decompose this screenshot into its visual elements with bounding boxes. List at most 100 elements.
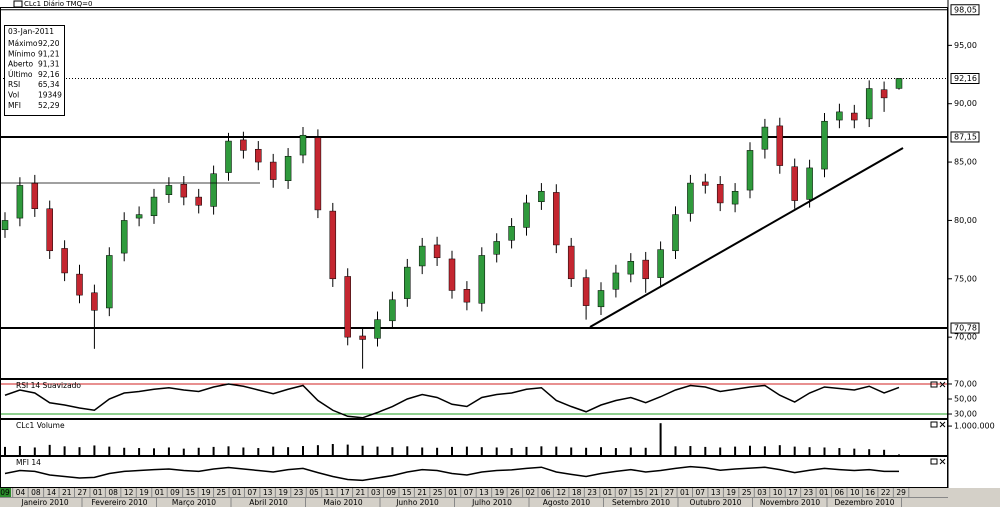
- y-tick-label: 80,00: [954, 216, 977, 225]
- close-button[interactable]: [939, 458, 946, 465]
- volume-bar: [18, 446, 21, 455]
- day-label: 03: [757, 488, 767, 497]
- volume-bar: [153, 448, 155, 455]
- volume-bar: [674, 446, 677, 455]
- volume-bar: [734, 446, 737, 455]
- month-label: Agosto 2010: [543, 498, 591, 507]
- volume-bar: [451, 446, 453, 455]
- candle-body: [597, 290, 605, 308]
- candle-body: [180, 183, 188, 198]
- day-label: 15: [186, 488, 196, 497]
- day-label: 07: [247, 488, 257, 497]
- day-label: 23: [804, 488, 814, 497]
- volume-bar: [302, 446, 304, 455]
- candle-body: [806, 167, 813, 200]
- y-tick-label: 90,00: [954, 99, 977, 108]
- candle-body: [433, 244, 441, 259]
- info-value: 19349: [38, 91, 62, 100]
- panel-title: MFI 14: [16, 458, 41, 467]
- header-icon: [13, 0, 23, 8]
- day-label: 09: [386, 488, 396, 497]
- day-label: 01: [819, 488, 829, 497]
- level-label-box: [950, 72, 980, 84]
- candle-body: [195, 196, 202, 206]
- info-value: 65,34: [38, 80, 60, 89]
- volume-bar: [406, 446, 409, 455]
- maximize-button[interactable]: [930, 381, 938, 388]
- candle-body: [523, 202, 530, 228]
- info-label: RSI: [8, 80, 20, 89]
- day-label: 25: [217, 488, 227, 497]
- day-label: 02: [526, 488, 536, 497]
- month-labels: Janeiro 2010 Fevereiro 2010 Março 2010 Abri…: [20, 497, 902, 507]
- volume-bar: [346, 444, 349, 455]
- month-label: Fevereiro 2010: [91, 498, 147, 507]
- candle-body: [582, 277, 590, 306]
- candle-body: [120, 220, 128, 254]
- close-button[interactable]: [939, 421, 946, 428]
- volume-bar: [495, 447, 498, 455]
- volume-bar: [93, 445, 96, 455]
- date-cursor: [0, 488, 11, 497]
- volume-bar: [510, 448, 513, 455]
- volume-bar: [361, 445, 364, 455]
- day-label: 27: [665, 488, 675, 497]
- candle-body: [389, 299, 396, 322]
- volume-bar: [436, 447, 439, 455]
- volume-bar: [331, 444, 334, 455]
- y-tick-label: 30,00: [954, 410, 977, 419]
- volume-bar: [421, 447, 424, 455]
- day-label: 19: [278, 488, 288, 497]
- day-labels: 09 04 08 14 21 27 01 08 12 19 01 09 15 19 25 01 07 13 19 23…: [0, 488, 910, 497]
- info-value: 91,31: [38, 60, 60, 69]
- info-label: Aberto: [8, 60, 34, 69]
- day-label: 19: [726, 488, 736, 497]
- panel-title: RSI 14 Suavizado: [16, 381, 81, 390]
- day-label: 25: [742, 488, 752, 497]
- close-button[interactable]: [939, 381, 946, 388]
- candle-body: [567, 245, 575, 280]
- level-label: 92,16: [954, 74, 977, 83]
- candle-body: [642, 259, 649, 280]
- candle-body: [776, 125, 784, 166]
- volume-bar: [883, 449, 886, 455]
- volume-bar: [123, 447, 126, 455]
- candle-body: [299, 134, 307, 156]
- volume-bar: [525, 446, 528, 455]
- day-label: 18: [572, 488, 582, 497]
- maximize-button[interactable]: [930, 421, 938, 428]
- candle-body: [627, 261, 635, 275]
- y-tick-label: 75,00: [954, 274, 977, 283]
- maximize-button[interactable]: [930, 458, 938, 465]
- candle-body: [76, 273, 83, 296]
- info-label: Máximo: [8, 39, 38, 48]
- candle-body: [255, 148, 262, 163]
- day-label: 21: [649, 488, 659, 497]
- day-label: 01: [93, 488, 103, 497]
- volume-bar: [838, 448, 841, 455]
- day-label: 19: [495, 488, 505, 497]
- day-label: 21: [62, 488, 72, 497]
- volume-bar: [212, 446, 215, 455]
- day-label: 05: [309, 488, 319, 497]
- day-label: 07: [464, 488, 474, 497]
- level-label: 70,78: [954, 324, 977, 333]
- day-label: 21: [417, 488, 427, 497]
- candle-body: [731, 190, 739, 205]
- candle-body: [404, 266, 411, 299]
- candle-body: [135, 214, 143, 219]
- day-label: 01: [603, 488, 613, 497]
- candle-body: [448, 258, 456, 291]
- candle-body: [746, 150, 754, 191]
- candle-body: [31, 182, 39, 210]
- month-label: Janeiro 2010: [20, 498, 68, 507]
- volume-bar: [600, 447, 602, 455]
- level-label-box: [950, 4, 980, 16]
- candle-body: [284, 155, 292, 181]
- candle-body: [553, 192, 560, 246]
- volume-bar: [614, 448, 617, 455]
- volume-bar: [853, 448, 856, 455]
- day-label: 08: [108, 488, 118, 497]
- candle-body: [418, 245, 426, 267]
